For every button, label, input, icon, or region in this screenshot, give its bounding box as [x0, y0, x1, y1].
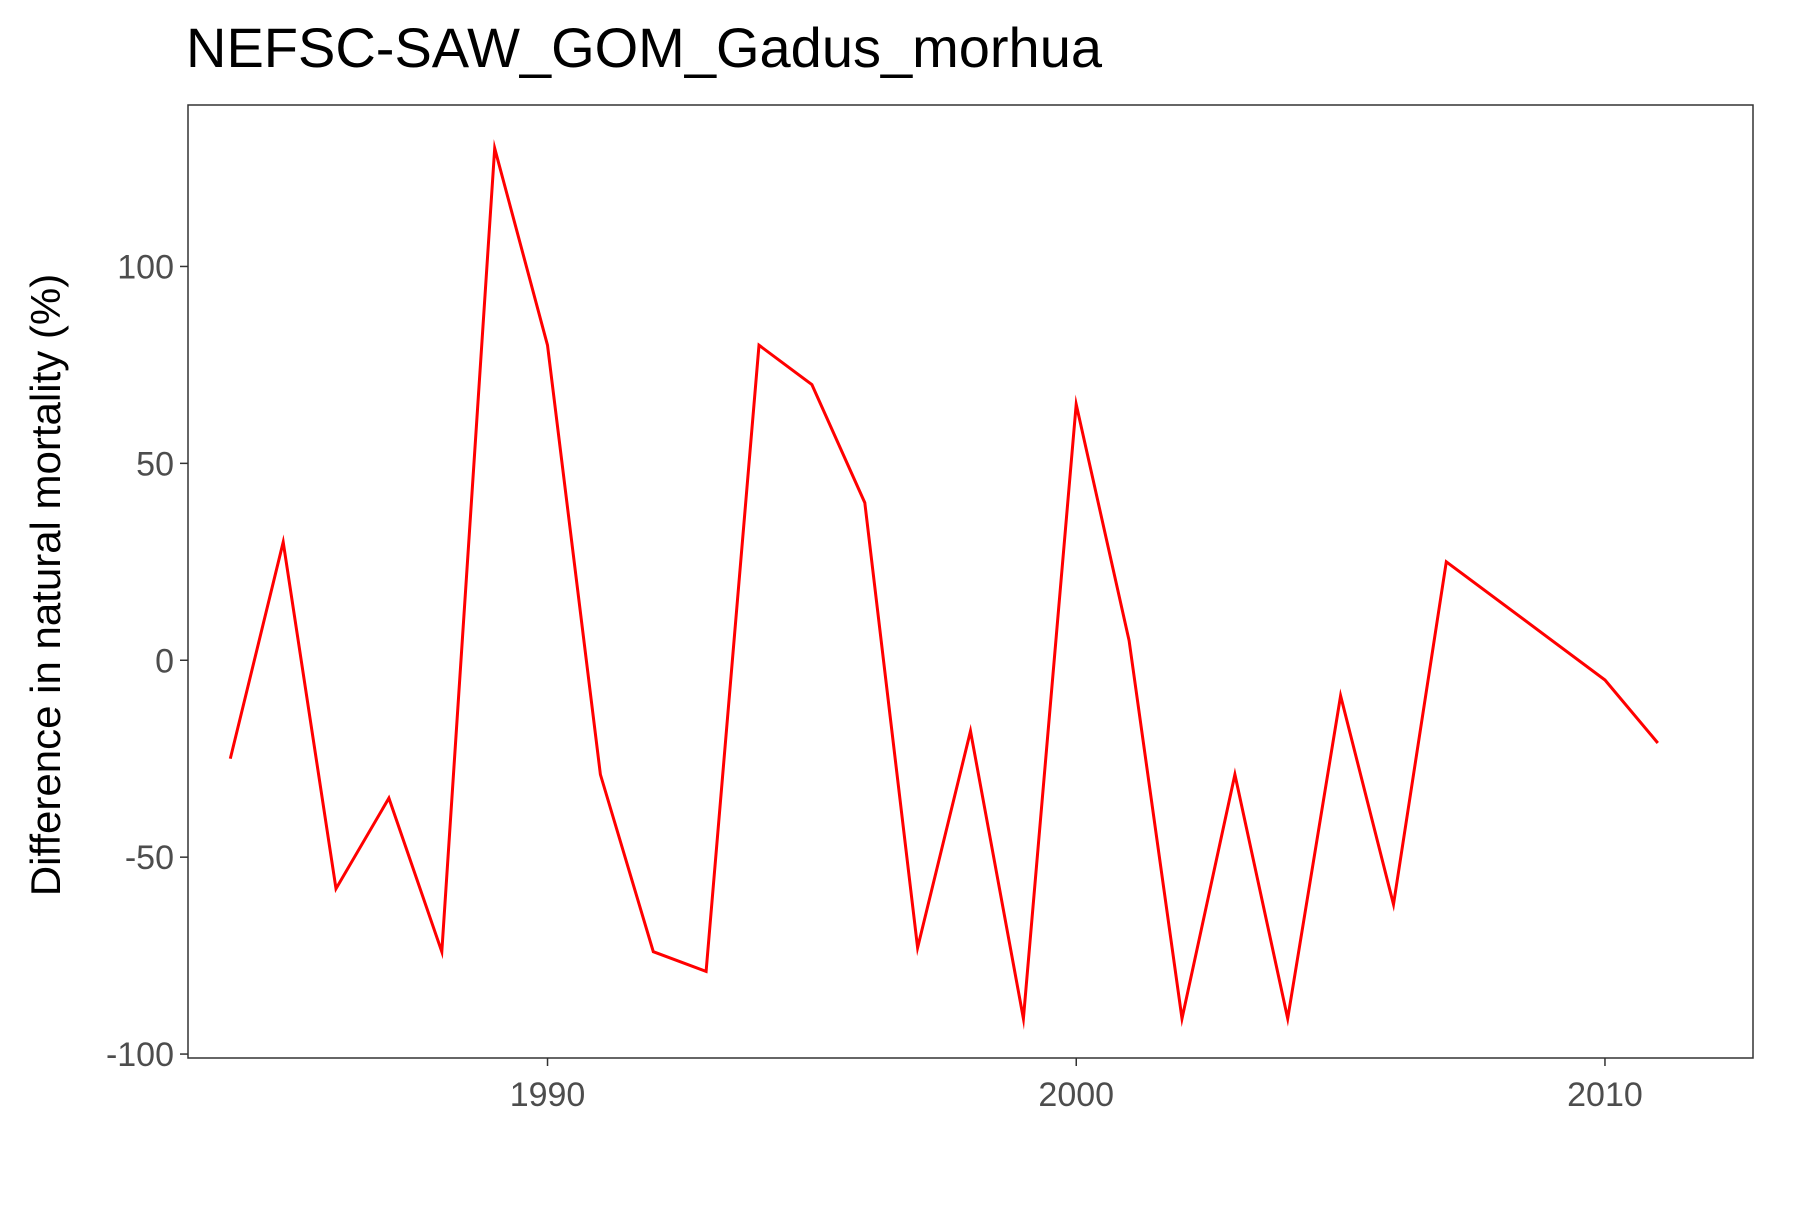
y-tick-label: 100 [117, 248, 174, 286]
x-tick-label: 2000 [1038, 1076, 1114, 1114]
series-line [228, 139, 1659, 1030]
y-tick-label: -50 [125, 839, 174, 877]
y-axis: -100 -50 0 50 100 [106, 248, 188, 1074]
y-tick-label: -100 [106, 1036, 174, 1074]
plot-panel [187, 104, 1754, 1059]
chart-title: NEFSC-SAW_GOM_Gadus_morhua [186, 16, 1103, 79]
y-axis-title: Difference in natural mortality (%) [22, 274, 69, 896]
y-tick-label: 50 [136, 445, 174, 483]
y-tick-label: 0 [155, 642, 174, 680]
x-tick-label: 1990 [510, 1076, 586, 1114]
series-layer [228, 139, 1659, 1030]
x-axis: 1990 2000 2010 [510, 1058, 1643, 1114]
x-tick-label: 2010 [1567, 1076, 1643, 1114]
